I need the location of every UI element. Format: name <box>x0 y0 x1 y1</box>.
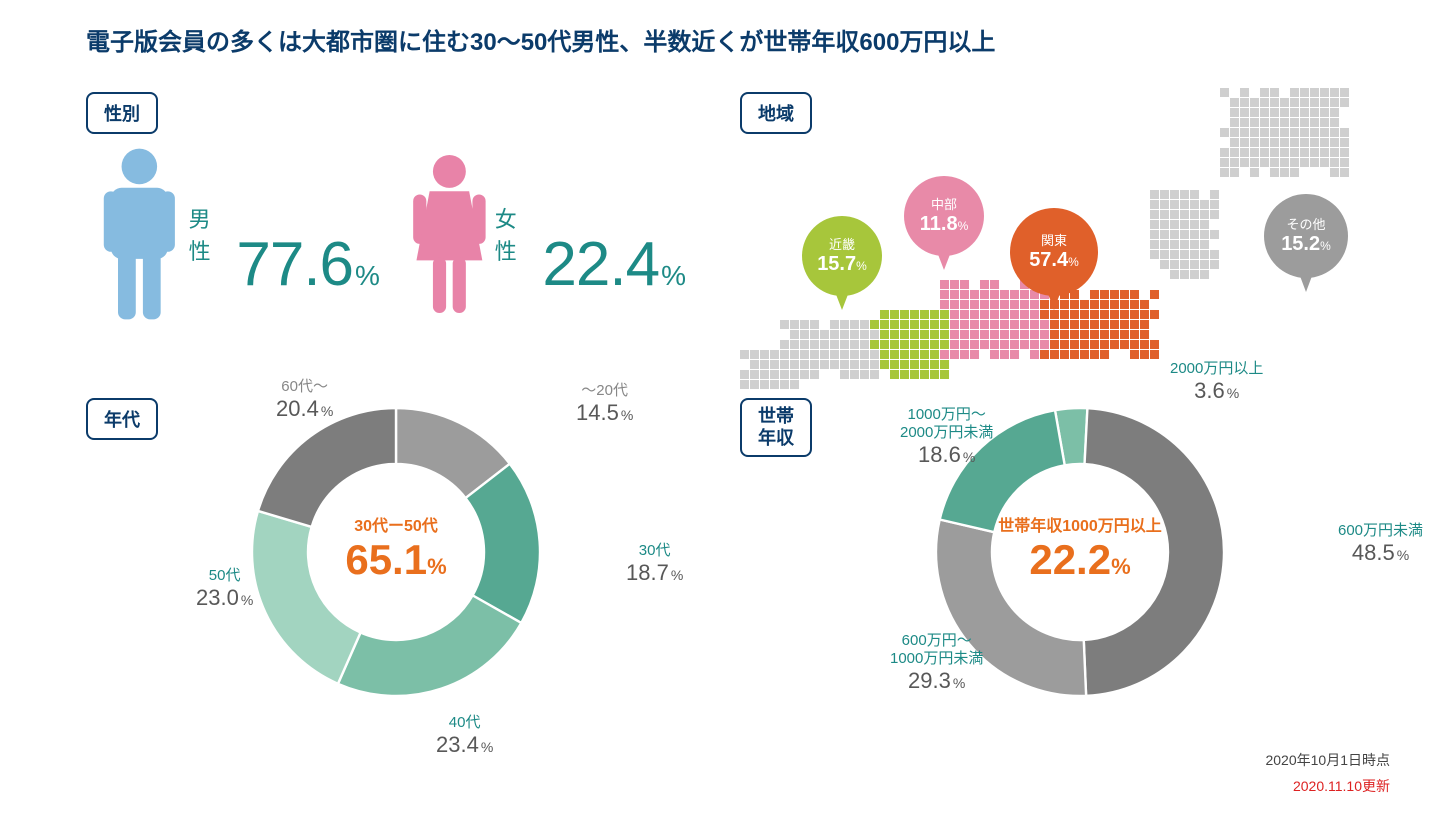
male-unit: % <box>355 260 380 292</box>
income-center-value: 22.2 <box>1029 536 1111 583</box>
income-section: 世帯 年収 世帯年収1000万円以上 22.2% 2000万円以上3.6%600… <box>740 398 1400 457</box>
income-section-label: 世帯 年収 <box>740 398 812 457</box>
male-stat: 男性 77.6 % <box>193 229 380 324</box>
age-center-value: 65.1 <box>345 536 427 583</box>
age-slice-label: 30代18.7% <box>626 542 683 586</box>
income-slice-label: 600万円〜 1000万円未満29.3% <box>890 632 983 694</box>
female-unit: % <box>661 260 686 292</box>
age-slice-label: 50代23.0% <box>196 567 253 611</box>
page-title: 電子版会員の多くは大都市圏に住む30〜50代男性、半数近くが世帯年収600万円以… <box>86 22 995 57</box>
footnote-update: 2020.11.10更新 <box>1293 776 1390 796</box>
gender-section-label: 性別 <box>86 92 158 134</box>
income-center-unit: % <box>1111 554 1131 579</box>
region-section: 地域 近畿15.7%中部11.8%関東57.4%その他15.2% <box>740 80 1400 390</box>
age-section-label: 年代 <box>86 398 158 440</box>
income-slice-label: 600万円未満48.5% <box>1338 522 1423 566</box>
income-center: 世帯年収1000万円以上 22.2% <box>920 512 1240 584</box>
age-center: 30代ー50代 65.1% <box>236 512 556 584</box>
age-slice-label: 60代〜20.4% <box>276 378 333 422</box>
income-slice-label: 2000万円以上3.6% <box>1170 360 1263 404</box>
male-icon <box>86 144 193 324</box>
gender-section: 性別 男性 77.6 % 女性 22.4 % <box>86 92 686 324</box>
female-value: 22.4 <box>542 229 659 300</box>
income-slice-label: 1000万円〜 2000万円未満18.6% <box>900 406 993 468</box>
age-slice-label: 40代23.4% <box>436 714 493 758</box>
age-center-title: 30代ー50代 <box>236 512 556 536</box>
region-section-label: 地域 <box>740 92 812 134</box>
income-center-title: 世帯年収1000万円以上 <box>920 512 1240 536</box>
footnote-date: 2020年10月1日時点 <box>1265 750 1390 770</box>
age-center-unit: % <box>427 554 447 579</box>
male-label: 男性 <box>189 202 231 266</box>
female-stat: 女性 22.4 % <box>499 229 686 324</box>
age-slice-label: 〜20代14.5% <box>576 382 633 426</box>
female-label: 女性 <box>495 202 537 266</box>
female-icon <box>400 144 499 324</box>
male-value: 77.6 <box>236 229 353 300</box>
age-section: 年代 30代ー50代 65.1% 〜20代14.5%30代18.7%40代23.… <box>86 398 686 440</box>
